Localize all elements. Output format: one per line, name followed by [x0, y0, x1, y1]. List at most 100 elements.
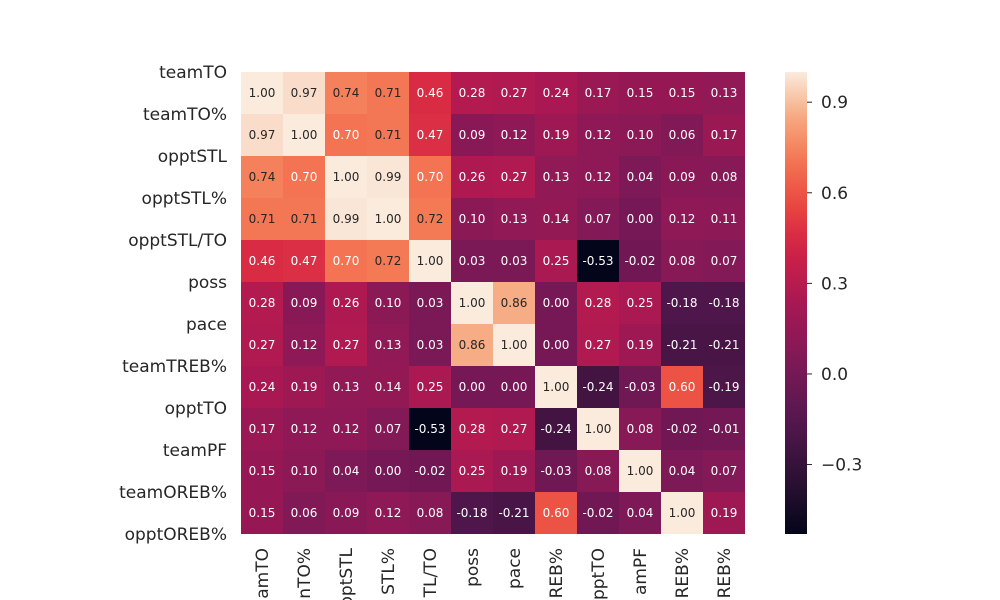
cell-8-10 — [661, 408, 704, 451]
cell-label-1-10: 0.06 — [669, 128, 696, 142]
cell-7-6 — [493, 366, 536, 409]
cell-label-10-10: 1.00 — [669, 506, 696, 520]
cell-label-0-8: 0.17 — [585, 86, 612, 100]
cell-3-5 — [451, 198, 494, 241]
cell-4-9 — [619, 240, 662, 283]
cell-label-3-10: 0.12 — [669, 212, 696, 226]
cell-3-9 — [619, 198, 662, 241]
cell-label-3-2: 0.99 — [333, 212, 360, 226]
cell-label-7-8: -0.24 — [582, 380, 613, 394]
cell-9-1 — [283, 450, 326, 493]
cell-0-7 — [535, 72, 578, 115]
cell-3-1 — [283, 198, 326, 241]
cell-label-5-3: 0.10 — [375, 296, 402, 310]
cell-1-3 — [367, 114, 410, 157]
cell-5-7 — [535, 282, 578, 325]
cell-7-2 — [325, 366, 368, 409]
cell-label-7-5: 0.00 — [459, 380, 486, 394]
cell-label-1-5: 0.09 — [459, 128, 486, 142]
cell-label-2-4: 0.70 — [417, 170, 444, 184]
cell-2-11 — [703, 156, 745, 199]
cell-label-8-9: 0.08 — [627, 422, 654, 436]
cell-label-8-8: 1.00 — [585, 422, 612, 436]
cell-label-1-11: 0.17 — [711, 128, 738, 142]
cell-label-2-5: 0.26 — [459, 170, 486, 184]
cell-9-8 — [577, 450, 620, 493]
cell-label-4-6: 0.03 — [501, 254, 528, 268]
cell-9-4 — [409, 450, 452, 493]
cell-8-6 — [493, 408, 536, 451]
cell-label-5-10: -0.18 — [666, 296, 697, 310]
cell-0-3 — [367, 72, 410, 115]
cell-label-0-10: 0.15 — [669, 86, 696, 100]
cell-5-2 — [325, 282, 368, 325]
y-tick-label-10: teamOREB% — [119, 483, 227, 503]
cell-10-0 — [241, 492, 284, 534]
cell-label-3-5: 0.10 — [459, 212, 486, 226]
cell-label-10-11: 0.19 — [711, 506, 738, 520]
cell-9-3 — [367, 450, 410, 493]
cell-9-0 — [241, 450, 284, 493]
cell-label-10-4: 0.08 — [417, 506, 444, 520]
cell-label-0-3: 0.71 — [375, 86, 402, 100]
heatmap-cells: 1.00 0.97 0.74 0.71 0.46 0.28 0.27 0.24 0.17 0.15… — [241, 72, 745, 534]
cell-6-1 — [283, 324, 326, 367]
cell-label-6-9: 0.19 — [627, 338, 654, 352]
cell-1-4 — [409, 114, 452, 157]
cell-label-6-3: 0.13 — [375, 338, 402, 352]
cell-8-8 — [577, 408, 620, 451]
cell-label-2-8: 0.12 — [585, 170, 612, 184]
cell-0-10 — [661, 72, 704, 115]
cell-8-11 — [703, 408, 745, 451]
cell-label-7-4: 0.25 — [417, 380, 444, 394]
cell-3-4 — [409, 198, 452, 241]
cell-label-0-6: 0.27 — [501, 86, 528, 100]
cell-label-8-5: 0.28 — [459, 422, 486, 436]
cell-6-5 — [451, 324, 494, 367]
x-tick-label-6: pace — [505, 548, 525, 589]
cell-label-6-4: 0.03 — [417, 338, 444, 352]
cell-2-6 — [493, 156, 536, 199]
cell-0-9 — [619, 72, 662, 115]
cell-5-1 — [283, 282, 326, 325]
cell-label-2-7: 0.13 — [543, 170, 570, 184]
cell-7-9 — [619, 366, 662, 409]
cell-4-3 — [367, 240, 410, 283]
cell-9-11 — [703, 450, 745, 493]
cell-5-9 — [619, 282, 662, 325]
cell-label-10-2: 0.09 — [333, 506, 360, 520]
cell-4-7 — [535, 240, 578, 283]
cell-label-4-8: -0.53 — [582, 254, 613, 268]
cell-3-6 — [493, 198, 536, 241]
cell-3-2 — [325, 198, 368, 241]
x-tick-label-8: opptTO — [589, 548, 609, 600]
cell-label-0-2: 0.74 — [333, 86, 360, 100]
cell-1-9 — [619, 114, 662, 157]
cell-5-4 — [409, 282, 452, 325]
cell-label-0-5: 0.28 — [459, 86, 486, 100]
cell-label-1-3: 0.71 — [375, 128, 402, 142]
cell-6-8 — [577, 324, 620, 367]
cell-label-4-2: 0.70 — [333, 254, 360, 268]
cell-3-7 — [535, 198, 578, 241]
cell-label-3-0: 0.71 — [249, 212, 276, 226]
x-tick-label-7: REB% — [547, 548, 567, 598]
cell-label-6-7: 0.00 — [543, 338, 570, 352]
cell-label-10-1: 0.06 — [291, 506, 318, 520]
cell-label-0-1: 0.97 — [291, 86, 318, 100]
cell-label-6-8: 0.27 — [585, 338, 612, 352]
cell-label-4-4: 1.00 — [417, 254, 444, 268]
cell-10-10 — [661, 492, 704, 534]
cell-2-0 — [241, 156, 284, 199]
cell-8-4 — [409, 408, 452, 451]
cell-7-4 — [409, 366, 452, 409]
cell-label-0-9: 0.15 — [627, 86, 654, 100]
cell-6-6 — [493, 324, 536, 367]
cell-6-7 — [535, 324, 578, 367]
cell-label-7-7: 1.00 — [543, 380, 570, 394]
cell-6-9 — [619, 324, 662, 367]
cell-3-0 — [241, 198, 284, 241]
cell-label-10-7: 0.60 — [543, 506, 570, 520]
cell-label-1-8: 0.12 — [585, 128, 612, 142]
y-tick-label-7: teamTREB% — [122, 357, 227, 377]
